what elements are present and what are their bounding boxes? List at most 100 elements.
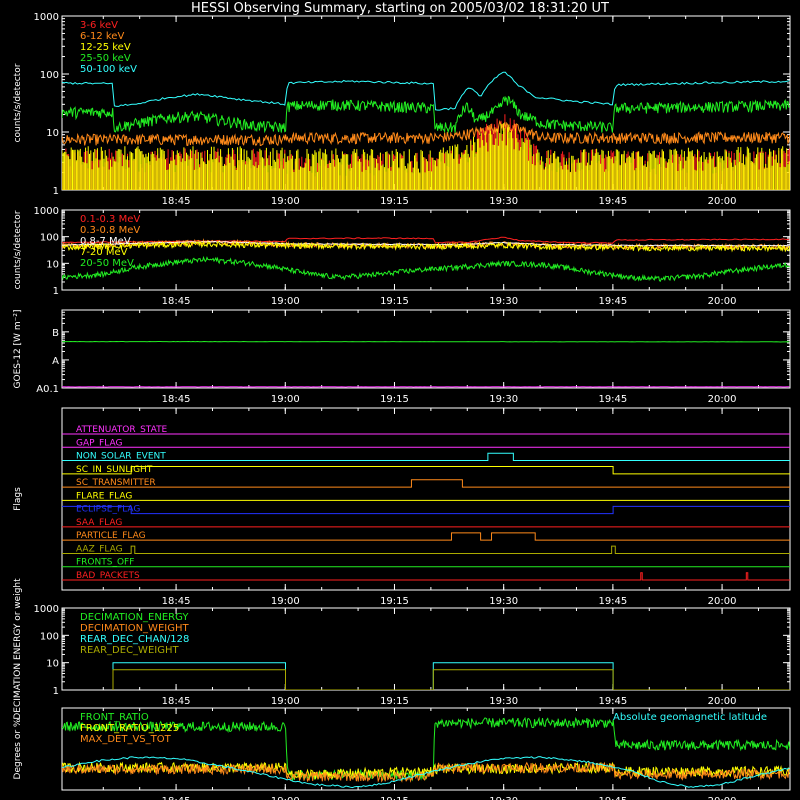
x-tick-label: 20:00 <box>708 394 737 405</box>
series-50-100-kev <box>62 71 790 111</box>
flag-label-saa-flag: SAA_FLAG <box>76 518 122 528</box>
x-tick-label: 19:45 <box>598 394 627 405</box>
series-12-25-kev <box>62 123 790 190</box>
x-tick-label: 19:45 <box>598 196 627 207</box>
series-rear-dec-weight <box>112 669 790 690</box>
x-tick-label: 19:30 <box>489 196 518 207</box>
flag-label-non-solar-event: NON_SOLAR_EVENT <box>76 452 166 462</box>
flag-line-eclipse-flag <box>62 505 790 515</box>
series-absolute-geomagnetic-latitude <box>62 756 790 789</box>
x-tick-label: 19:00 <box>271 394 300 405</box>
legend-7-20-mev: 7-20 MeV <box>80 247 128 258</box>
legend-decimation-weight: DECIMATION_WEIGHT <box>80 623 189 634</box>
x-tick-label: 19:45 <box>598 696 627 707</box>
y-tick-label: 10 <box>46 128 59 139</box>
legend-front-ratio: FRONT_RATIO <box>80 712 149 723</box>
x-tick-label: 18:45 <box>162 394 191 405</box>
x-tick-label: 19:00 <box>271 596 300 607</box>
y-tick-label: 1000 <box>34 604 59 615</box>
legend-front-ratio-1225: FRONT_RATIO_1225 <box>80 723 179 734</box>
flag-label-eclipse-flag: ECLIPSE_FLAG <box>76 505 140 515</box>
legend-0-8-7-mev: 0.8-7 MeV <box>80 236 131 247</box>
panel6-series <box>62 716 790 789</box>
y-tick-label: A0.1 <box>36 384 59 395</box>
x-tick-label: 18:45 <box>162 596 191 607</box>
x-tick-label: 19:15 <box>380 394 409 405</box>
flag-label-fronts-off: FRONTS_OFF <box>76 558 134 568</box>
y-tick-label: 100 <box>40 70 59 81</box>
x-tick-label: 19:45 <box>598 296 627 307</box>
series-7-20-mev <box>62 240 790 253</box>
legend-50-100-kev: 50-100 keV <box>80 64 137 75</box>
y-axis-label: counts/s/detector <box>13 63 23 142</box>
flag-label-flare-flag: FLARE_FLAG <box>76 491 132 501</box>
series-25-50-kev <box>62 95 790 134</box>
panel6-frame <box>61 707 791 791</box>
x-tick-label: 20:00 <box>708 196 737 207</box>
legend-decimation-energy: DECIMATION_ENERGY <box>80 612 189 623</box>
panel3: 18:45 19:00 19:15 19:30 19:45 20:00 GOES-12 [W… <box>13 309 791 405</box>
y-tick-label: 1 <box>53 286 59 297</box>
x-tick-label: 19:00 <box>271 796 300 800</box>
flag-line-aaz-flag <box>62 545 790 554</box>
y-tick-label: 100 <box>40 233 59 244</box>
x-tick-label: 18:45 <box>162 296 191 307</box>
panel1-series <box>62 71 790 190</box>
x-tick-label: 19:00 <box>271 296 300 307</box>
panel3-frame <box>61 309 791 389</box>
series-goes-long <box>62 340 790 343</box>
x-tick-label: 19:15 <box>380 596 409 607</box>
series-6-12-kev <box>62 120 790 147</box>
annotation-geomagnetic-latitude: Absolute geomagnetic latitude <box>613 712 767 723</box>
y-tick-label: 10 <box>46 259 59 270</box>
flag-label-aaz-flag: AAZ_FLAG <box>76 544 123 554</box>
flag-label-particle-flag: PARTICLE_FLAG <box>76 531 146 541</box>
x-tick-label: 19:00 <box>271 196 300 207</box>
x-tick-label: 19:45 <box>598 796 627 800</box>
figure-title: HESSI Observing Summary, starting on 200… <box>191 1 609 16</box>
panel2: 18:45 19:00 19:15 19:30 19:45 20:00 counts/s/d… <box>13 206 791 307</box>
y-tick-label: 100 <box>40 631 59 642</box>
panel4: 18:45 19:00 19:15 19:30 19:45 20:00 Flags ATTEN… <box>13 407 791 607</box>
flag-line-particle-flag <box>62 532 790 541</box>
panel2-frame <box>61 209 791 291</box>
x-tick-label: 19:45 <box>598 596 627 607</box>
panel2-series <box>62 236 790 282</box>
y-tick-label: 1 <box>53 186 59 197</box>
series-max-det-vs-tot <box>62 761 790 783</box>
flag-label-gap-flag: GAP_FLAG <box>76 438 122 448</box>
legend-max-det-vs-tot: MAX_DET_VS_TOT <box>80 734 172 745</box>
x-tick-label: 19:30 <box>489 296 518 307</box>
y-tick-label: 10 <box>46 659 59 670</box>
y-axis-label: Flags <box>13 487 23 511</box>
legend-rear-dec-weight: REAR_DEC_WEIGHT <box>80 645 179 656</box>
flag-label-sc-in-sunlight: SC_IN_SUNLIGHT <box>76 465 153 475</box>
y-tick-label: A <box>52 356 59 367</box>
x-tick-label: 18:45 <box>162 696 191 707</box>
y-axis-label: GOES-12 [W m⁻²] <box>13 310 23 389</box>
x-tick-label: 20:00 <box>708 696 737 707</box>
x-tick-label: 19:15 <box>380 296 409 307</box>
flag-label-sc-transmitter: SC_TRANSMITTER <box>76 478 156 488</box>
legend-rear-dec-chan-128: REAR_DEC_CHAN/128 <box>80 634 189 645</box>
y-axis-label: counts/s/detector <box>13 210 23 289</box>
x-tick-label: 20:00 <box>708 796 737 800</box>
legend-25-50-kev: 25-50 keV <box>80 53 131 64</box>
panel5: 18:45 19:00 19:15 19:30 19:45 20:00 DECIMATION… <box>13 578 791 720</box>
flag-label-bad-packets: BAD_PACKETS <box>76 571 140 581</box>
legend-3-6-kev: 3-6 keV <box>80 20 118 31</box>
panel6: 18:45 19:00 19:15 19:30 19:45 20:00 Degrees or… <box>13 707 791 800</box>
x-tick-label: 18:45 <box>162 796 191 800</box>
panel1: 18:45 19:00 19:15 19:30 19:45 20:00 counts/s/d… <box>13 12 791 207</box>
flag-label-attenuator-state: ATTENUATOR_STATE <box>76 425 168 435</box>
x-tick-label: 18:45 <box>162 196 191 207</box>
legend-12-25-kev: 12-25 keV <box>80 42 131 53</box>
y-axis-label: Degrees or % <box>13 718 23 779</box>
y-tick-label: 1 <box>53 686 59 697</box>
legend-20-50-mev: 20-50 MeV <box>80 258 134 269</box>
y-tick-label: 1000 <box>34 12 59 23</box>
panels: 18:45 19:00 19:15 19:30 19:45 20:00 counts/s/d… <box>13 12 791 800</box>
panel5-series <box>112 662 790 690</box>
flag-line-sc-transmitter <box>62 479 790 488</box>
series-rear-dec-chan-128 <box>112 662 790 690</box>
